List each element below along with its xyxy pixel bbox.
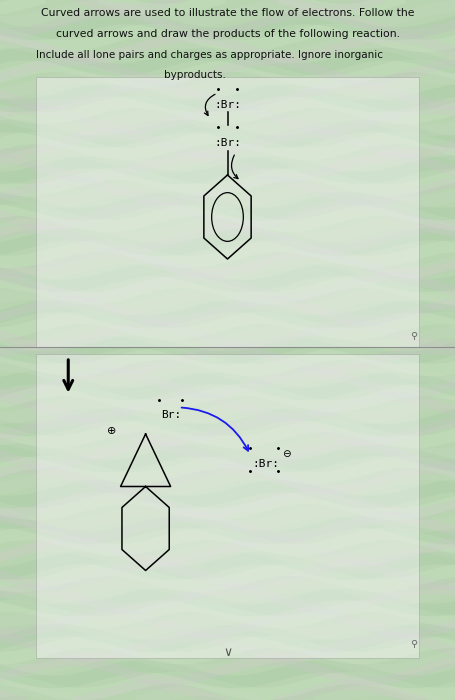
Text: ⚲: ⚲ [410,639,418,649]
FancyArrowPatch shape [232,155,238,178]
Text: ⚲: ⚲ [410,331,418,341]
Text: Curved arrows are used to illustrate the flow of electrons. Follow the: Curved arrows are used to illustrate the… [41,8,414,18]
Text: :Br:: :Br: [214,100,241,110]
Text: Include all lone pairs and charges as appropriate. Ignore inorganic: Include all lone pairs and charges as ap… [36,50,384,60]
Text: ∨: ∨ [223,646,232,659]
Text: ⊕: ⊕ [107,426,116,435]
FancyArrowPatch shape [204,94,215,116]
FancyBboxPatch shape [36,77,419,346]
FancyBboxPatch shape [36,354,419,658]
FancyArrowPatch shape [182,407,248,451]
Text: :Br:: :Br: [214,139,241,148]
Text: Br:: Br: [162,410,182,420]
Text: :Br:: :Br: [253,459,279,469]
Text: ⊖: ⊖ [282,449,291,458]
Text: curved arrows and draw the products of the following reaction.: curved arrows and draw the products of t… [56,29,399,39]
Text: byproducts.: byproducts. [164,70,226,80]
